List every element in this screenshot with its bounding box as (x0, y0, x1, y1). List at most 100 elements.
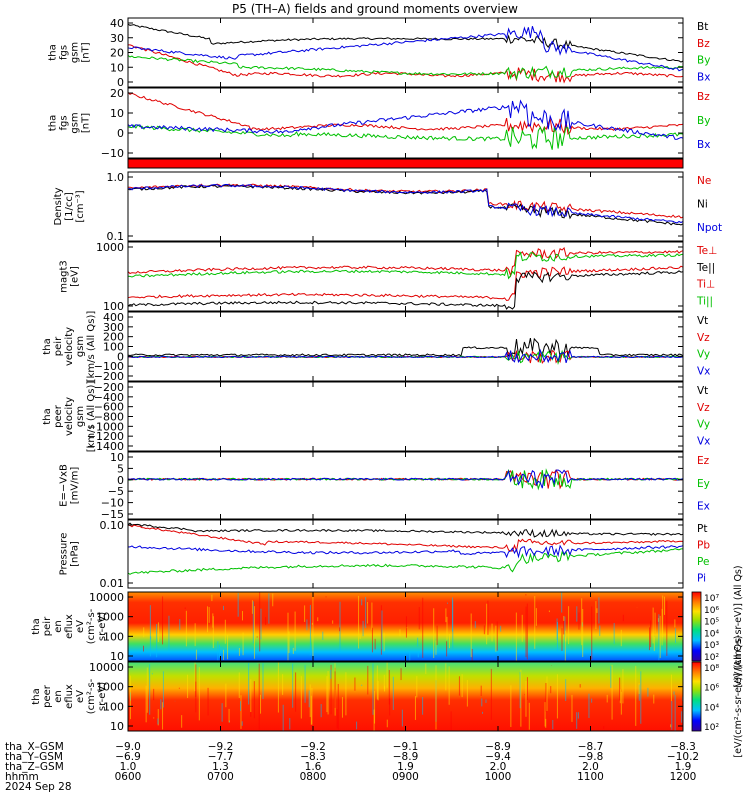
panel-frame (127, 17, 684, 88)
x-tick-label: −10.2 (667, 751, 699, 763)
y-tick-label: 30 (110, 32, 124, 45)
legend-entry: Ex (697, 501, 710, 513)
y-axis-label: fgs (59, 45, 70, 60)
y-axis-label: (cm²-s- (86, 608, 97, 644)
y-tick-label: −400 (94, 391, 124, 404)
y-tick-label: 0.1 (107, 230, 125, 243)
colorbar-tick-label: 10⁷ (704, 594, 719, 604)
legend-entry: Pb (697, 540, 710, 552)
panel-peer_spec: 10⁸ 10⁶ 10⁴ 10² [eV/(cm²-s-sr-eV)] (All Qs) 1… (31, 635, 744, 757)
series-line-By (127, 55, 684, 81)
y-tick-label: 100 (103, 700, 124, 713)
x-tick-label: 0700 (207, 771, 234, 783)
y-tick-label: 1000 (96, 611, 124, 624)
y-tick-label: −5 (108, 485, 124, 498)
legend-entry: Vt (697, 315, 708, 327)
series-line-Bt (127, 23, 684, 63)
y-axis-label: velocity (64, 397, 75, 436)
panel-frame (127, 451, 684, 520)
panel-frame (127, 87, 684, 159)
x-tick-label: −8.9 (485, 741, 511, 753)
y-tick-label: −600 (94, 401, 124, 414)
x-tick-label: −8.7 (578, 741, 604, 753)
legend-entry: Vz (697, 402, 710, 414)
legend-entry: Vz (697, 332, 710, 344)
y-tick-label: −1000 (87, 420, 124, 433)
colorbar (691, 661, 702, 732)
x-tick-label: 0800 (300, 771, 327, 783)
x-tick-label: −9.1 (393, 741, 419, 753)
x-tick-label: −8.9 (393, 751, 419, 763)
y-tick-label: 100 (103, 341, 124, 354)
x-tick-label: 1.3 (212, 761, 229, 773)
legend-entry: Ey (697, 478, 710, 490)
panel-peer_velocity: −200−400−600−800−1000−1200−1400 tha peer ve… (42, 381, 710, 453)
x-tick-label: 1.0 (120, 761, 137, 773)
y-axis-label: sr-eV) (97, 612, 108, 641)
y-axis-label: peer (53, 404, 64, 428)
y-tick-label: −10 (101, 497, 124, 510)
y-axis-label: velocity (64, 327, 75, 366)
y-tick-label: 300 (103, 321, 124, 334)
legend-entry: Ti|| (696, 296, 713, 308)
y-axis-label: eV (75, 690, 86, 703)
legend-entry: Pe (697, 556, 709, 568)
y-axis-label: gsm (75, 406, 86, 427)
y-axis-label: [cm⁻³] (75, 190, 86, 222)
y-tick-label: 200 (103, 331, 124, 344)
legend-entry: Bx (697, 139, 710, 151)
x-tick-label: −9.4 (485, 751, 511, 763)
y-axis-label: tha (42, 408, 53, 424)
x-tick-label: −9.2 (300, 741, 326, 753)
y-tick-label: −1400 (87, 440, 124, 453)
panel-frame (127, 241, 684, 312)
y-tick-label: 10 (110, 720, 124, 733)
spectrogram (128, 592, 683, 661)
series-line-Te (127, 270, 684, 310)
y-tick-label: −15 (101, 508, 124, 521)
colorbar-tick-label: 10³ (704, 641, 719, 651)
x-tick-label: 1.6 (305, 761, 322, 773)
colorbar (691, 591, 702, 662)
y-axis-label: peer (42, 684, 53, 708)
y-axis-label: tha (48, 44, 59, 60)
panel-frame (127, 171, 684, 242)
y-axis-label: magt3 (59, 260, 70, 293)
y-axis-label: tha (31, 618, 42, 634)
legend-entry: Pt (697, 523, 707, 535)
legend-entry: Ne (697, 175, 711, 187)
colorbar-tick-label: 10² (704, 723, 719, 733)
y-tick-label: 0 (117, 76, 124, 89)
series-line-Vx (127, 348, 684, 364)
y-tick-label: −200 (94, 381, 124, 394)
series-line-Bz (127, 91, 684, 135)
colorbar-label: [eV/(cm²-s-sr-eV)] (All Qs) (733, 565, 744, 687)
legend-entry: By (697, 55, 710, 67)
y-tick-label: 100 (103, 630, 124, 643)
y-axis-label: gsm (75, 336, 86, 357)
y-tick-label: 0.01 (100, 577, 125, 590)
y-tick-label: 10 (110, 650, 124, 663)
y-tick-label: 0 (117, 474, 124, 487)
x-tick-label: −8.3 (670, 741, 696, 753)
series-line-Te (127, 265, 684, 302)
colorbar-tick-label: 10² (704, 653, 719, 663)
x-tick-label: 2.0 (582, 761, 599, 773)
y-tick-label: 10 (110, 61, 124, 74)
x-tick-label: 0900 (392, 771, 419, 783)
y-axis-label: peir (42, 616, 53, 636)
y-axis-label: tha (31, 688, 42, 704)
panel-density: 1.0 0.1 Density [1/cc] [cm⁻³] Ne Ni Npot (53, 171, 722, 243)
y-axis-label: [km/s (All Qs)] (86, 311, 97, 383)
colorbar-tick-label: 10⁶ (704, 684, 719, 694)
date-label: 2024 Sep 28 (5, 781, 72, 793)
colorbar-tick-label: 10⁶ (704, 606, 719, 616)
legend-entry: Bt (697, 21, 708, 33)
x-tick-label: 1.9 (675, 761, 692, 773)
legend-entry: Vy (697, 349, 710, 361)
y-tick-label: 10000 (89, 661, 124, 674)
legend-entry: Ni (697, 199, 708, 211)
